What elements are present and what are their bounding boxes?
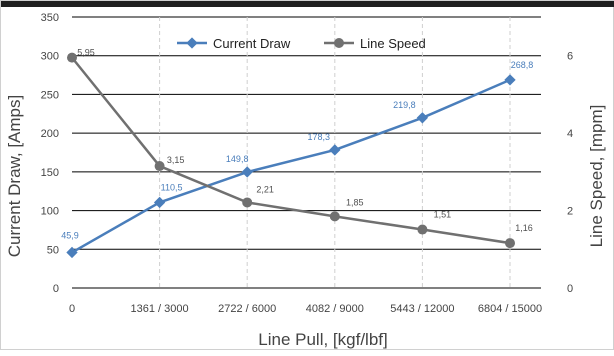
data-point-diamond [504,74,516,86]
data-point-circle [242,197,253,208]
x-tick-label: 0 [69,303,75,315]
data-point-diamond [66,246,78,259]
data-point-diamond [329,144,341,156]
left-tick-label: 0 [53,283,59,295]
data-point-circle [329,211,340,222]
legend: Current Draw Line Speed [177,36,426,51]
x-axis-title: Line Pull, [kgf/lbf] [258,330,387,349]
right-tick-label: 4 [567,128,573,140]
right-axis-title: Line Speed, [mpm] [587,105,606,248]
data-point-diamond [153,196,166,209]
data-label: 45,9 [61,230,79,240]
right-tick-label: 0 [567,283,573,295]
legend-marker-circle [334,38,344,48]
series-line [71,56,511,245]
left-tick-label: 350 [41,12,59,24]
left-tick-label: 200 [41,128,59,140]
left-axis-title: Current Draw, [Amps] [5,95,24,258]
data-label: 219,8 [393,100,416,110]
x-tick-label: 6804 / 15000 [478,303,542,315]
data-point-diamond [241,166,253,178]
series-group: 45,9 110,5 149,8 178,3 219,8 268,8 5,95 3,15 2,2… [61,48,534,259]
left-axis-ticks: 0 50 100 150 200 250 300 350 [41,12,59,295]
right-tick-label: 6 [567,51,573,63]
data-label: 110,5 [161,182,183,192]
x-tick-label: 5443 / 12000 [390,303,454,315]
x-tick-label: 4082 / 9000 [306,303,364,315]
data-label: 1,16 [515,223,533,233]
left-tick-label: 300 [41,51,59,63]
legend-marker-diamond [186,37,198,49]
left-tick-label: 50 [47,244,59,256]
x-axis-ticks: 0 1361 / 3000 2722 / 6000 4082 / 9000 5443 /… [69,303,542,315]
left-tick-label: 100 [41,206,59,218]
gridlines [72,16,541,289]
data-label: 178,3 [308,132,331,142]
left-tick-label: 250 [41,89,59,101]
data-point-circle [505,238,515,249]
data-label: 2,21 [256,184,274,194]
right-axis-ticks: 0 2 4 6 [567,51,573,295]
right-tick-label: 2 [567,206,573,218]
data-label: 5,95 [77,48,95,58]
top-bar [1,1,614,7]
left-tick-label: 150 [41,167,59,179]
legend-label: Line Speed [360,36,426,51]
data-label: 1,85 [346,197,364,207]
data-label: 1,51 [434,210,452,220]
data-point-circle [417,224,428,235]
data-label: 268,8 [511,60,534,70]
data-label: 149,8 [226,154,249,164]
data-point-circle [154,161,165,172]
data-label: 3,15 [167,155,185,165]
data-point-diamond [416,112,429,124]
series-line [71,78,511,254]
data-point-circle [67,52,77,63]
legend-label: Current Draw [213,36,291,51]
x-tick-label: 2722 / 6000 [218,303,276,315]
x-tick-label: 1361 / 3000 [131,303,189,315]
